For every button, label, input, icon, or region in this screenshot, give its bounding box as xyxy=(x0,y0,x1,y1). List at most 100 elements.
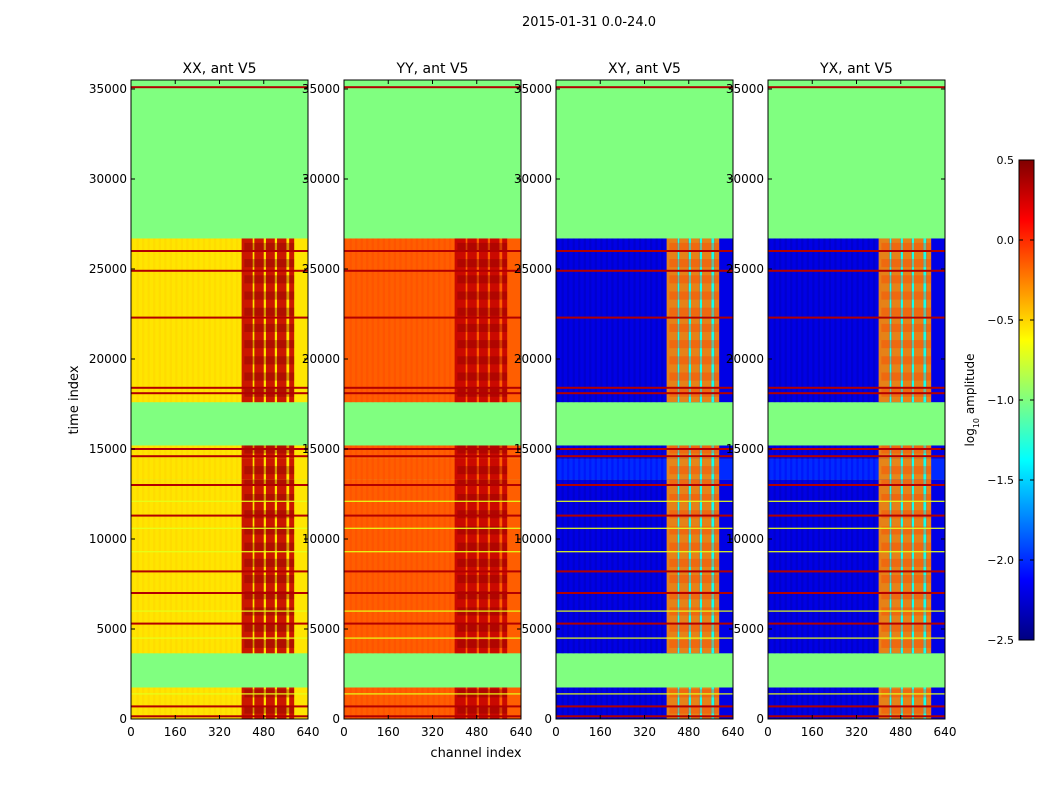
rfi-band-column xyxy=(714,238,720,403)
channel-stripe xyxy=(443,687,446,719)
channel-stripe xyxy=(779,479,782,654)
rfi-band-column xyxy=(702,458,712,480)
channel-stripe xyxy=(377,238,380,403)
channel-stripe xyxy=(219,458,222,480)
rfi-band-column xyxy=(714,479,720,654)
rfi-band-gap xyxy=(900,687,903,719)
rfi-patch xyxy=(457,291,508,300)
panel-title: XX, ant V5 xyxy=(183,61,257,77)
figure-suptitle: 2015-01-31 0.0-24.0 xyxy=(522,15,656,30)
channel-stripe xyxy=(823,445,826,459)
x-tick-label: 0 xyxy=(764,725,772,739)
rfi-band-gap xyxy=(699,238,703,403)
channel-stripe xyxy=(873,458,876,480)
rfi-patch xyxy=(244,307,295,316)
channel-stripe xyxy=(773,445,776,459)
rfi-band-column xyxy=(679,687,689,719)
flag-line xyxy=(344,269,521,272)
flag-line xyxy=(344,448,521,450)
flag-line xyxy=(556,86,733,89)
rfi-band-gap xyxy=(688,479,691,654)
rfi-patch xyxy=(244,372,295,381)
rfi-band-column xyxy=(241,687,253,719)
channel-stripe xyxy=(443,238,446,403)
channel-stripe xyxy=(366,458,369,480)
rfi-band-gap xyxy=(688,687,691,719)
rfi-patch xyxy=(669,575,720,584)
channel-stripe xyxy=(371,687,374,719)
channel-stripe xyxy=(616,445,620,459)
flagged-block xyxy=(131,80,308,239)
channel-stripe xyxy=(611,479,614,654)
channel-stripe xyxy=(578,445,581,459)
rfi-band-gap xyxy=(923,479,927,654)
channel-stripe xyxy=(432,479,435,654)
channel-stripe xyxy=(578,458,581,480)
channel-stripe xyxy=(382,687,385,719)
channel-stripe xyxy=(432,687,435,719)
y-tick-label: 20000 xyxy=(514,352,552,366)
rfi-band-column xyxy=(467,687,477,719)
channel-stripe xyxy=(850,238,854,403)
rfi-band-column xyxy=(690,687,700,719)
channel-stripe xyxy=(355,687,358,719)
x-tick-label: 320 xyxy=(845,725,868,739)
channel-stripe xyxy=(410,238,413,403)
flag-line xyxy=(556,514,733,517)
channel-stripe xyxy=(136,238,139,403)
channel-stripe xyxy=(169,445,172,459)
channel-stripe xyxy=(202,687,206,719)
channel-stripe xyxy=(622,479,625,654)
flag-line xyxy=(344,570,521,573)
channel-stripe xyxy=(153,687,156,719)
rfi-band-gap xyxy=(889,238,892,403)
flag-line xyxy=(131,484,308,486)
channel-stripe xyxy=(627,238,631,403)
rfi-patch xyxy=(881,575,932,584)
channel-stripe xyxy=(219,238,222,403)
y-tick-label: 25000 xyxy=(514,262,552,276)
channel-stripe xyxy=(158,445,161,459)
flag-line xyxy=(344,455,521,458)
channel-stripe xyxy=(197,238,200,403)
channel-stripe xyxy=(806,479,809,654)
channel-stripe xyxy=(426,238,430,403)
flagged-block xyxy=(768,402,945,446)
rfi-patch xyxy=(881,275,932,284)
rfi-band-column xyxy=(277,687,287,719)
rfi-band-gap xyxy=(711,238,715,403)
channel-stripe xyxy=(850,479,854,654)
rfi-patch xyxy=(881,623,932,632)
flag-line-light xyxy=(556,500,733,502)
channel-stripe xyxy=(622,458,625,480)
rfi-band-gap xyxy=(889,458,892,480)
channel-stripe xyxy=(410,687,413,719)
channel-stripe xyxy=(661,479,664,654)
channel-stripe xyxy=(415,458,419,480)
channel-stripe xyxy=(567,479,570,654)
channel-stripe xyxy=(627,479,631,654)
channel-stripe xyxy=(147,238,150,403)
channel-stripe xyxy=(191,479,195,654)
flag-line xyxy=(344,386,521,389)
channel-stripe xyxy=(449,238,452,403)
x-tick-label: 640 xyxy=(722,725,745,739)
channel-stripe xyxy=(142,479,145,654)
rfi-patch xyxy=(669,639,720,648)
flag-line xyxy=(768,392,945,395)
channel-stripe xyxy=(795,458,798,480)
channel-stripe xyxy=(655,445,658,459)
channel-stripe xyxy=(812,445,815,459)
channel-stripe xyxy=(202,445,206,459)
rfi-patch xyxy=(457,623,508,632)
rfi-band-column xyxy=(679,458,689,480)
channel-stripe xyxy=(399,238,402,403)
rfi-band-gap xyxy=(688,238,691,403)
channel-stripe xyxy=(202,458,206,480)
rfi-band-column xyxy=(878,479,890,654)
channel-stripe xyxy=(768,238,771,403)
channel-stripe xyxy=(862,687,865,719)
channel-stripe xyxy=(355,238,358,403)
channel-stripe xyxy=(650,445,653,459)
rfi-patch xyxy=(457,575,508,584)
